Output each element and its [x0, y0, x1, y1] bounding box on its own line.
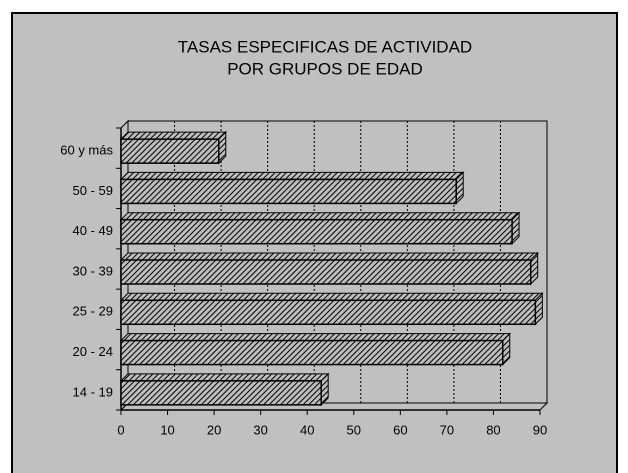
bar	[120, 178, 457, 205]
y-tick-label: 25 - 29	[73, 304, 113, 319]
bar-top	[119, 252, 539, 261]
y-tick-label: 20 - 24	[73, 344, 113, 359]
bar	[120, 218, 513, 245]
y-tick-label: 40 - 49	[73, 223, 113, 238]
x-tick-label: 50	[347, 422, 361, 437]
y-tick-label: 30 - 39	[73, 263, 113, 278]
bar	[120, 339, 504, 366]
bar-top	[119, 212, 521, 221]
bar	[120, 259, 532, 285]
bar-top	[119, 171, 465, 180]
chart-title: TASAS ESPECIFICAS DE ACTIVIDAD	[178, 37, 472, 56]
chart-title: POR GRUPOS DE EDAD	[227, 59, 423, 78]
y-tick-label: 14 - 19	[73, 384, 113, 399]
bar	[120, 380, 322, 406]
x-tick-label: 20	[207, 422, 221, 437]
bar	[120, 138, 220, 164]
bar	[120, 299, 537, 326]
bar-top	[119, 131, 227, 140]
y-tick-label: 50 - 59	[73, 183, 113, 198]
bar-top	[119, 333, 511, 342]
x-tick-label: 60	[393, 422, 407, 437]
x-tick-label: 70	[440, 422, 454, 437]
x-tick-label: 80	[486, 422, 500, 437]
x-tick-label: 0	[117, 422, 124, 437]
x-tick-label: 90	[533, 422, 547, 437]
bar-top	[119, 373, 330, 382]
x-tick-label: 40	[300, 422, 314, 437]
y-tick-label: 60 y más	[60, 143, 113, 158]
x-tick-label: 30	[253, 422, 267, 437]
x-tick-label: 10	[160, 422, 174, 437]
bar-top	[119, 292, 544, 301]
